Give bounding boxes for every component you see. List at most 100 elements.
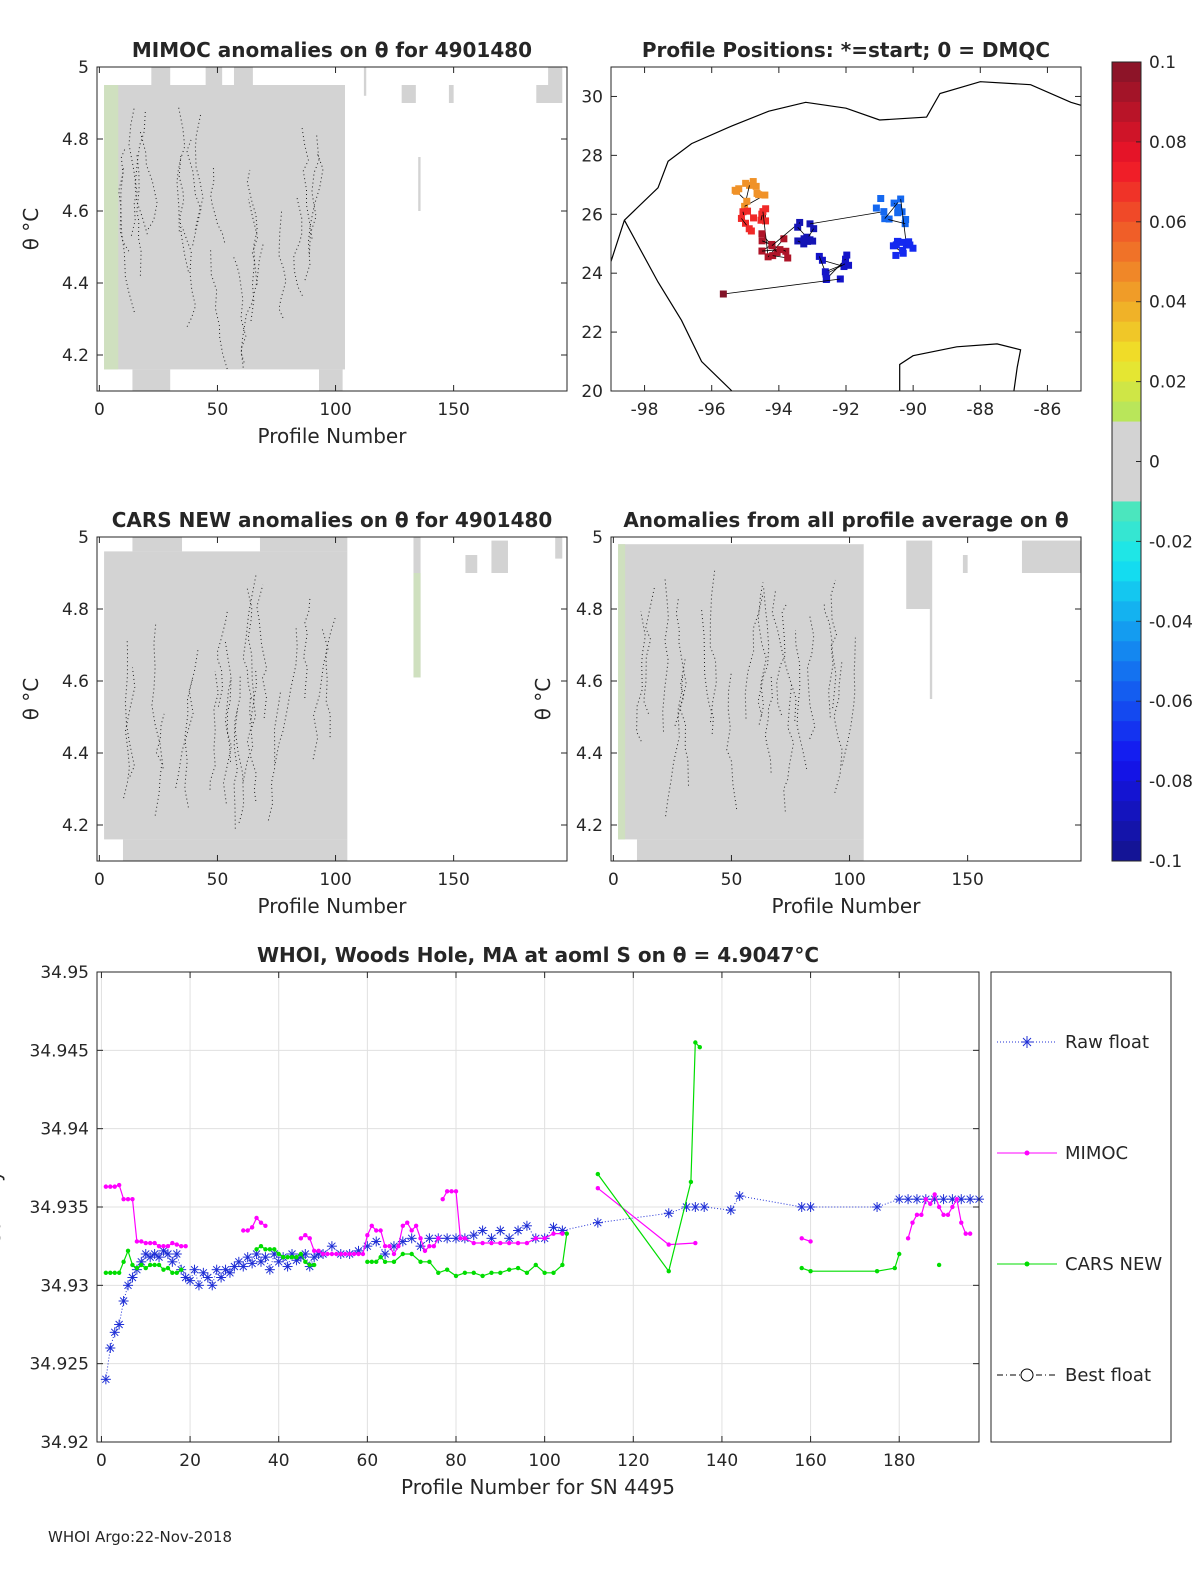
mimoc-point bbox=[165, 1243, 171, 1249]
mimoc-point bbox=[905, 1236, 911, 1241]
anomaly-cell-block bbox=[401, 85, 416, 103]
contour-line bbox=[776, 602, 788, 716]
cars-new-point bbox=[453, 1273, 459, 1279]
mimoc-point bbox=[347, 1251, 352, 1257]
contour-line bbox=[744, 595, 764, 719]
raw-float-point bbox=[424, 1233, 435, 1244]
marker-stroke bbox=[186, 1276, 194, 1285]
coastline bbox=[899, 343, 1022, 392]
profile-marker bbox=[800, 240, 808, 248]
raw-float-point bbox=[796, 1202, 807, 1212]
marker-stroke bbox=[102, 1375, 110, 1384]
y-tick-label: 4.2 bbox=[576, 816, 603, 836]
raw-float-point bbox=[154, 1252, 165, 1263]
contour-line bbox=[636, 611, 646, 742]
raw-float-point bbox=[238, 1261, 249, 1272]
contour-line bbox=[184, 677, 194, 808]
contour-line bbox=[806, 616, 816, 739]
marker-stroke bbox=[549, 1223, 558, 1232]
marker-stroke bbox=[425, 1234, 434, 1243]
marker-stroke bbox=[478, 1226, 487, 1235]
y-tick-label: 4.6 bbox=[62, 672, 89, 692]
cars-new-point bbox=[897, 1251, 902, 1257]
anomaly-cell-block bbox=[906, 540, 933, 609]
colorbar-tick-label: 0.1 bbox=[1149, 53, 1176, 73]
mimoc-point bbox=[959, 1220, 964, 1225]
raw-float-point bbox=[185, 1275, 196, 1286]
cars-new-point bbox=[391, 1259, 397, 1265]
y-tick-label: 34.925 bbox=[30, 1355, 89, 1375]
cars-new-point bbox=[409, 1251, 414, 1257]
colorbar-segment bbox=[1112, 741, 1141, 762]
cars-new-point bbox=[874, 1269, 880, 1274]
x-axis-label: Profile Number bbox=[258, 424, 408, 448]
legend-label: MIMOC bbox=[1065, 1143, 1128, 1164]
profile-marker bbox=[750, 214, 758, 222]
marker-stroke bbox=[159, 1247, 168, 1255]
coastline bbox=[623, 219, 733, 392]
cars-new-point bbox=[174, 1270, 179, 1276]
contour-line bbox=[828, 579, 838, 718]
contour-line bbox=[242, 669, 258, 782]
cars-new-point bbox=[808, 1269, 813, 1274]
mimoc-point bbox=[369, 1223, 374, 1229]
marker-stroke bbox=[372, 1237, 381, 1246]
marker-stroke bbox=[948, 1195, 957, 1204]
raw-float-point bbox=[872, 1202, 883, 1212]
contour-line bbox=[709, 569, 717, 723]
y-tick-label: 5 bbox=[78, 528, 89, 548]
mimoc-point bbox=[170, 1240, 175, 1246]
cars-new-point bbox=[892, 1265, 897, 1271]
marker-stroke bbox=[288, 1250, 296, 1258]
cars-new-point bbox=[688, 1179, 694, 1185]
raw-float-point bbox=[690, 1202, 701, 1212]
mimoc-point bbox=[808, 1239, 813, 1244]
legend: Raw float MIMOC CARS NEW Best float bbox=[990, 971, 1172, 1443]
mimoc-point bbox=[263, 1223, 268, 1229]
colorbar-segment bbox=[1112, 501, 1141, 522]
cars-new-point bbox=[294, 1254, 299, 1260]
x-tick-label: -90 bbox=[899, 400, 927, 420]
y-tick-label: 4.8 bbox=[62, 600, 89, 620]
mimoc-point bbox=[152, 1240, 157, 1246]
raw-float-point bbox=[224, 1267, 235, 1278]
marker-stroke bbox=[328, 1242, 336, 1251]
mimoc-point bbox=[254, 1215, 259, 1221]
cars-new-point bbox=[147, 1262, 153, 1268]
mimoc-point bbox=[241, 1228, 246, 1233]
marker-stroke bbox=[726, 1206, 735, 1214]
mimoc-point bbox=[409, 1228, 414, 1233]
profile-marker bbox=[902, 215, 910, 223]
mimoc-point bbox=[405, 1220, 410, 1225]
mimoc-point bbox=[462, 1236, 468, 1241]
legend-box bbox=[990, 971, 1172, 1443]
axes-frame bbox=[96, 66, 568, 392]
mimoc-point bbox=[396, 1243, 401, 1249]
cars-new-point bbox=[121, 1259, 126, 1265]
mimoc-point bbox=[418, 1236, 423, 1241]
anomaly-cell-block bbox=[104, 551, 348, 840]
cars-new-point bbox=[400, 1251, 406, 1257]
x-tick-label: 40 bbox=[268, 1451, 290, 1471]
marker-stroke bbox=[150, 1250, 159, 1258]
profile-marker bbox=[880, 208, 888, 216]
marker-stroke bbox=[664, 1209, 673, 1218]
cars-new-point bbox=[134, 1265, 140, 1271]
profile-marker bbox=[744, 207, 752, 215]
raw-float-point bbox=[371, 1236, 382, 1247]
mimoc-point bbox=[356, 1251, 361, 1257]
chart-title: Profile Positions: *=start; 0 = DMQC bbox=[642, 38, 1050, 62]
marker-stroke bbox=[172, 1250, 181, 1258]
marker-stroke bbox=[168, 1257, 177, 1266]
contour-line bbox=[233, 674, 241, 829]
coastline bbox=[610, 81, 1082, 262]
marker-stroke bbox=[217, 1273, 225, 1282]
profile-marker bbox=[843, 251, 851, 259]
contour-line bbox=[701, 608, 714, 734]
anomaly-cell-block bbox=[132, 369, 171, 391]
colorbar-segment bbox=[1112, 181, 1141, 203]
cars-new-point bbox=[276, 1251, 281, 1257]
cars-new-point bbox=[152, 1262, 157, 1268]
mimoc-point bbox=[116, 1182, 122, 1188]
cars-new-point bbox=[108, 1270, 113, 1276]
